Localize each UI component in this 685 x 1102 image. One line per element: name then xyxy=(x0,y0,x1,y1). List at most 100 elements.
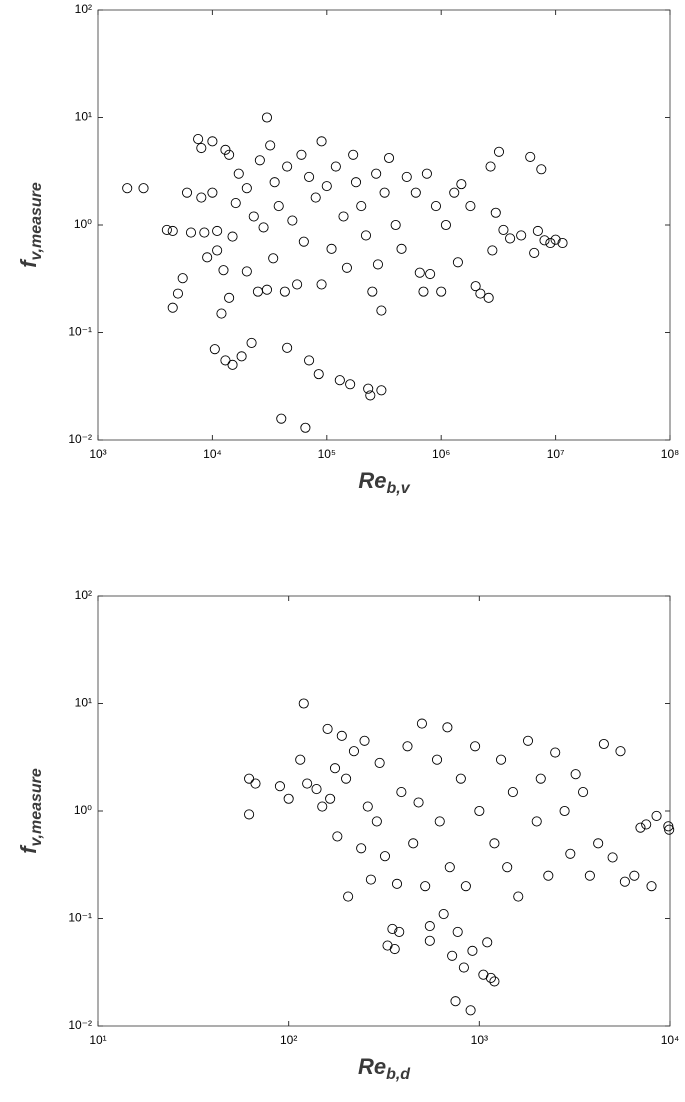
point xyxy=(341,262,352,273)
point xyxy=(379,851,391,862)
point xyxy=(483,292,494,303)
y-tick-label: 10² xyxy=(75,2,92,16)
point xyxy=(220,355,231,366)
point xyxy=(181,187,193,198)
point xyxy=(382,940,393,951)
point xyxy=(460,881,471,892)
point xyxy=(619,876,630,887)
point xyxy=(452,926,463,937)
point xyxy=(356,201,367,212)
y-axis-title-main: f xyxy=(16,844,41,854)
point xyxy=(482,937,493,948)
y-tick-label: 10² xyxy=(75,588,92,602)
point xyxy=(300,422,311,433)
point xyxy=(254,155,265,166)
point xyxy=(450,996,461,1007)
point xyxy=(416,718,427,729)
point xyxy=(338,211,349,222)
point xyxy=(273,201,284,212)
point xyxy=(525,151,536,162)
point xyxy=(646,881,657,892)
x-axis-title-sub: b,v xyxy=(387,480,411,497)
y-axis-title-sub: v,measure xyxy=(28,182,45,260)
point xyxy=(348,149,359,160)
point xyxy=(570,769,581,780)
point xyxy=(332,831,343,842)
x-axis-title-sub: b,d xyxy=(386,1066,411,1083)
point xyxy=(233,168,244,179)
point xyxy=(196,142,207,154)
point xyxy=(410,187,421,198)
point xyxy=(350,177,362,188)
point xyxy=(440,219,451,231)
y-axis-title: fv,measure xyxy=(16,182,45,268)
y-axis-title-sub: v,measure xyxy=(28,768,45,846)
point xyxy=(209,344,220,355)
point xyxy=(414,267,425,278)
point xyxy=(292,279,303,290)
point xyxy=(269,177,280,188)
point xyxy=(244,809,255,820)
point xyxy=(227,359,238,370)
point xyxy=(513,891,524,902)
x-tick-label: 10⁷ xyxy=(547,447,565,461)
point xyxy=(317,801,328,812)
point xyxy=(408,838,419,849)
point xyxy=(490,207,501,218)
plot-frame xyxy=(97,595,671,1027)
x-tick-label: 10⁶ xyxy=(432,447,450,461)
y-tick-label: 10⁰ xyxy=(74,217,92,231)
y-tick-label: 10¹ xyxy=(75,696,92,710)
plot-frame xyxy=(97,9,671,441)
point xyxy=(207,187,218,198)
point xyxy=(322,723,333,734)
point xyxy=(394,926,405,937)
point xyxy=(449,187,460,198)
point xyxy=(475,288,486,299)
y-tick-label: 10¹ xyxy=(75,110,92,124)
point xyxy=(487,245,498,256)
point xyxy=(246,337,257,348)
point xyxy=(276,413,287,424)
point xyxy=(298,236,309,247)
point xyxy=(379,187,390,198)
point xyxy=(444,862,455,873)
x-axis-title: Reb,d xyxy=(358,1054,411,1083)
point xyxy=(663,821,674,832)
point xyxy=(212,225,223,237)
point xyxy=(345,379,356,390)
point xyxy=(465,1005,476,1016)
point xyxy=(607,852,618,863)
point xyxy=(421,168,432,179)
point xyxy=(326,243,337,254)
point xyxy=(343,891,354,902)
x-tick-label: 10³ xyxy=(89,447,106,461)
point xyxy=(330,161,341,172)
point xyxy=(282,161,293,172)
x-tick-label: 10⁸ xyxy=(661,447,679,461)
point xyxy=(389,943,400,955)
point xyxy=(212,245,223,256)
point xyxy=(336,730,347,741)
point xyxy=(485,972,496,983)
point xyxy=(424,935,435,946)
point xyxy=(516,230,527,241)
point xyxy=(367,286,378,297)
point xyxy=(489,838,500,849)
point xyxy=(374,757,385,768)
point xyxy=(261,284,273,295)
point xyxy=(241,183,252,194)
point xyxy=(207,136,218,147)
point xyxy=(493,146,505,157)
point xyxy=(536,164,547,175)
point xyxy=(224,149,235,160)
point xyxy=(216,308,227,319)
y-tick-label: 10⁰ xyxy=(74,803,92,817)
y-axis-title: fv,measure xyxy=(16,768,45,854)
point xyxy=(250,778,261,789)
point xyxy=(442,722,453,733)
point xyxy=(539,235,550,246)
point xyxy=(470,281,481,292)
x-tick-label: 10³ xyxy=(471,1033,488,1047)
